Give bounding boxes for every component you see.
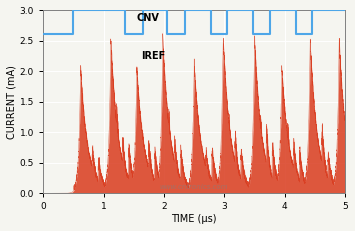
X-axis label: TIME (μs): TIME (μs)	[171, 214, 217, 224]
Text: IREF: IREF	[141, 51, 165, 61]
Text: CNV: CNV	[137, 13, 160, 23]
Y-axis label: CURRENT (mA): CURRENT (mA)	[7, 65, 17, 139]
Text: www.cntronics.com: www.cntronics.com	[160, 184, 228, 190]
